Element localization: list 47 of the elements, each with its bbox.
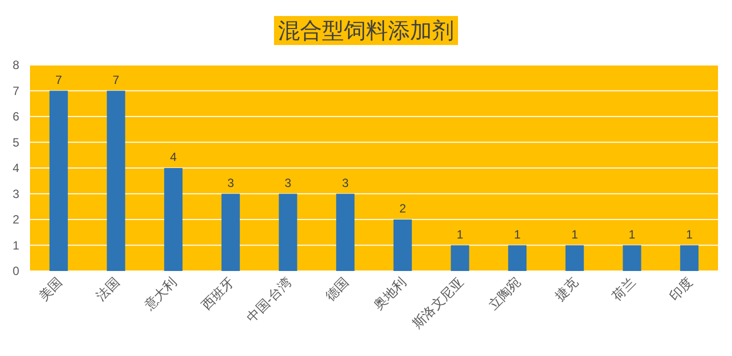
data-label: 3 <box>284 176 292 190</box>
x-tick-label: 德国 <box>322 274 352 304</box>
x-tick-label: 印度 <box>666 274 696 304</box>
bar <box>393 220 412 271</box>
bar <box>622 245 642 271</box>
data-label: 2 <box>399 202 406 216</box>
y-tick-label: 1 <box>12 238 20 252</box>
data-label: 3 <box>342 176 349 190</box>
chart-title: 混合型饲料添加剂 <box>278 18 454 43</box>
bar <box>49 90 68 271</box>
bar <box>221 194 240 271</box>
x-tick-label: 中国-台湾 <box>244 274 294 325</box>
y-tick-label: 7 <box>12 84 20 98</box>
bar <box>106 90 126 271</box>
data-label: 3 <box>227 176 234 190</box>
y-tick-label: 6 <box>12 110 20 124</box>
bar <box>336 194 355 271</box>
bar <box>680 245 699 271</box>
bar <box>565 245 584 271</box>
y-tick-label: 8 <box>12 58 20 72</box>
y-tick-label: 3 <box>12 186 20 201</box>
x-tick-label: 美国 <box>36 274 65 304</box>
x-tick-label: 斯洛文尼亚 <box>410 274 466 332</box>
data-label: 1 <box>628 227 636 242</box>
x-tick-label: 意大利 <box>140 274 180 314</box>
data-label: 7 <box>112 72 120 87</box>
bar <box>508 245 527 271</box>
bar <box>450 245 470 271</box>
y-tick-label: 4 <box>12 161 20 175</box>
y-tick-label: 2 <box>12 212 20 226</box>
data-label: 1 <box>686 227 693 242</box>
data-label: 1 <box>571 227 578 242</box>
data-label: 1 <box>514 227 521 242</box>
x-tick-label: 奥地利 <box>370 274 409 313</box>
x-tick-label: 立陶宛 <box>485 274 524 313</box>
x-tick-label: 法国 <box>93 274 122 304</box>
data-label: 1 <box>456 227 464 242</box>
y-tick-label: 5 <box>12 135 20 150</box>
x-tick-label: 西班牙 <box>198 274 237 313</box>
y-tick-label: 0 <box>12 264 20 278</box>
x-tick-label: 捷克 <box>552 274 581 304</box>
x-tick-label: 荷兰 <box>609 274 638 304</box>
title: 混合型饲料添加剂 <box>274 16 458 45</box>
bar <box>278 194 298 271</box>
data-label: 4 <box>170 150 177 164</box>
bar <box>164 168 183 271</box>
data-label: 7 <box>55 72 62 87</box>
